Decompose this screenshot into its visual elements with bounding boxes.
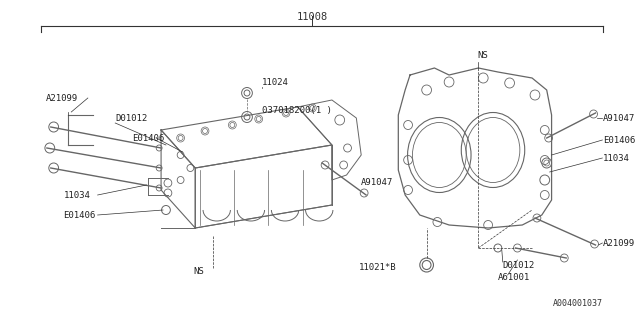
Text: NS: NS — [193, 268, 204, 276]
Text: E01406: E01406 — [63, 211, 96, 220]
Text: A21099: A21099 — [46, 93, 78, 102]
Text: A61001: A61001 — [498, 274, 530, 283]
Text: E01406: E01406 — [604, 135, 636, 145]
Text: D01012: D01012 — [115, 114, 147, 123]
Text: A91047: A91047 — [604, 114, 636, 123]
Text: E01406: E01406 — [132, 133, 164, 142]
Text: 11024: 11024 — [262, 77, 289, 86]
Text: A91047: A91047 — [361, 178, 394, 187]
Text: A21099: A21099 — [604, 238, 636, 247]
Text: 037018200(1 ): 037018200(1 ) — [262, 106, 332, 115]
Text: A004001037: A004001037 — [554, 299, 604, 308]
Text: 11034: 11034 — [63, 190, 90, 199]
Text: NS: NS — [478, 51, 488, 60]
Text: 11021*B: 11021*B — [359, 263, 397, 273]
Text: 11034: 11034 — [604, 154, 630, 163]
Text: 11008: 11008 — [297, 12, 328, 22]
Text: D01012: D01012 — [503, 260, 535, 269]
